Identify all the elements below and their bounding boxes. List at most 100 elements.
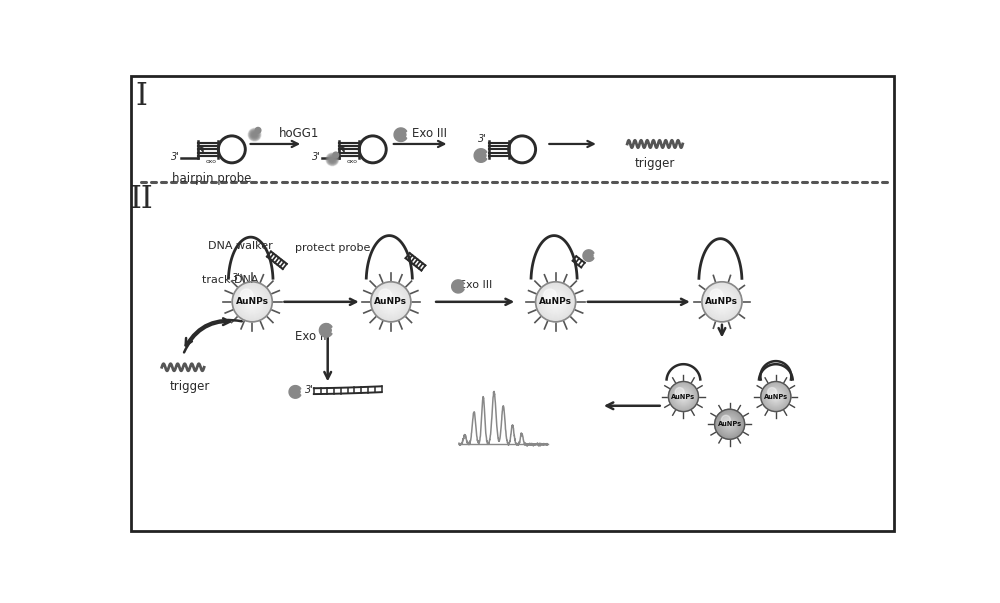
Circle shape: [721, 415, 739, 433]
Circle shape: [705, 285, 739, 319]
Circle shape: [769, 390, 783, 403]
Circle shape: [249, 129, 260, 140]
Circle shape: [325, 327, 331, 333]
Circle shape: [379, 289, 392, 302]
Circle shape: [713, 293, 731, 311]
Circle shape: [253, 133, 256, 136]
Circle shape: [251, 131, 258, 139]
Circle shape: [480, 153, 486, 159]
Circle shape: [233, 283, 271, 321]
Text: DNA walker: DNA walker: [208, 241, 272, 251]
Text: II: II: [129, 184, 153, 215]
Circle shape: [372, 283, 410, 321]
Circle shape: [722, 416, 738, 432]
Text: trigger: trigger: [170, 380, 210, 393]
Circle shape: [702, 282, 742, 322]
Circle shape: [765, 385, 787, 408]
Circle shape: [676, 389, 691, 405]
Text: G: G: [196, 147, 204, 156]
Circle shape: [252, 133, 257, 137]
Circle shape: [669, 382, 697, 411]
Circle shape: [706, 286, 738, 318]
Text: 3': 3': [478, 134, 487, 144]
Text: AuNPs: AuNPs: [236, 297, 269, 306]
Text: Exo III: Exo III: [412, 127, 447, 140]
Circle shape: [377, 288, 405, 316]
Circle shape: [717, 297, 727, 307]
Circle shape: [720, 414, 740, 434]
Wedge shape: [394, 128, 407, 142]
Text: oxo: oxo: [347, 159, 358, 163]
Circle shape: [728, 423, 731, 426]
Circle shape: [386, 297, 396, 307]
Wedge shape: [452, 280, 464, 293]
Circle shape: [726, 420, 733, 428]
Circle shape: [715, 409, 745, 439]
Circle shape: [542, 288, 570, 316]
Circle shape: [544, 290, 568, 314]
Circle shape: [390, 301, 392, 303]
Circle shape: [388, 299, 394, 305]
Text: AuNPs: AuNPs: [764, 394, 788, 400]
Circle shape: [383, 294, 399, 310]
Circle shape: [329, 156, 335, 163]
Text: AuNPs: AuNPs: [705, 297, 738, 306]
Circle shape: [537, 283, 575, 321]
Wedge shape: [583, 250, 594, 261]
Circle shape: [709, 289, 735, 315]
Circle shape: [326, 153, 339, 166]
Circle shape: [710, 289, 723, 302]
Circle shape: [552, 298, 559, 306]
Circle shape: [239, 289, 265, 315]
Circle shape: [541, 287, 571, 317]
Wedge shape: [319, 324, 332, 337]
Circle shape: [382, 293, 400, 311]
Circle shape: [250, 300, 254, 303]
Circle shape: [251, 131, 258, 138]
Circle shape: [672, 385, 694, 408]
Circle shape: [546, 292, 566, 312]
Circle shape: [708, 288, 736, 316]
Circle shape: [540, 286, 572, 318]
Circle shape: [327, 154, 338, 165]
Circle shape: [242, 292, 262, 312]
Circle shape: [536, 282, 576, 322]
Text: AuNPs: AuNPs: [374, 297, 407, 306]
Circle shape: [720, 300, 724, 303]
Text: 3': 3': [171, 152, 180, 162]
Circle shape: [717, 411, 743, 437]
Text: hoGG1: hoGG1: [278, 127, 319, 140]
Text: track DNA: track DNA: [202, 275, 259, 285]
Circle shape: [721, 415, 730, 425]
Circle shape: [678, 391, 689, 402]
Text: G: G: [337, 147, 344, 156]
Circle shape: [721, 301, 723, 303]
Circle shape: [328, 156, 336, 163]
Circle shape: [763, 384, 789, 409]
Wedge shape: [289, 385, 301, 398]
Circle shape: [248, 128, 261, 141]
Circle shape: [762, 382, 790, 411]
Wedge shape: [474, 149, 487, 162]
Circle shape: [380, 291, 402, 313]
Circle shape: [553, 299, 558, 305]
Circle shape: [232, 282, 272, 322]
Circle shape: [723, 417, 737, 431]
Circle shape: [767, 388, 785, 405]
Circle shape: [675, 388, 692, 405]
Text: AuNPs: AuNPs: [718, 421, 742, 428]
Circle shape: [715, 295, 729, 309]
Circle shape: [768, 389, 784, 405]
Circle shape: [704, 284, 740, 320]
Circle shape: [545, 291, 567, 313]
Circle shape: [718, 298, 726, 306]
Circle shape: [680, 393, 687, 400]
Circle shape: [371, 282, 411, 322]
Circle shape: [710, 290, 734, 314]
Circle shape: [538, 284, 574, 320]
Circle shape: [555, 301, 556, 303]
Circle shape: [725, 420, 734, 429]
Circle shape: [381, 292, 401, 312]
Circle shape: [539, 285, 573, 319]
Circle shape: [707, 287, 737, 317]
